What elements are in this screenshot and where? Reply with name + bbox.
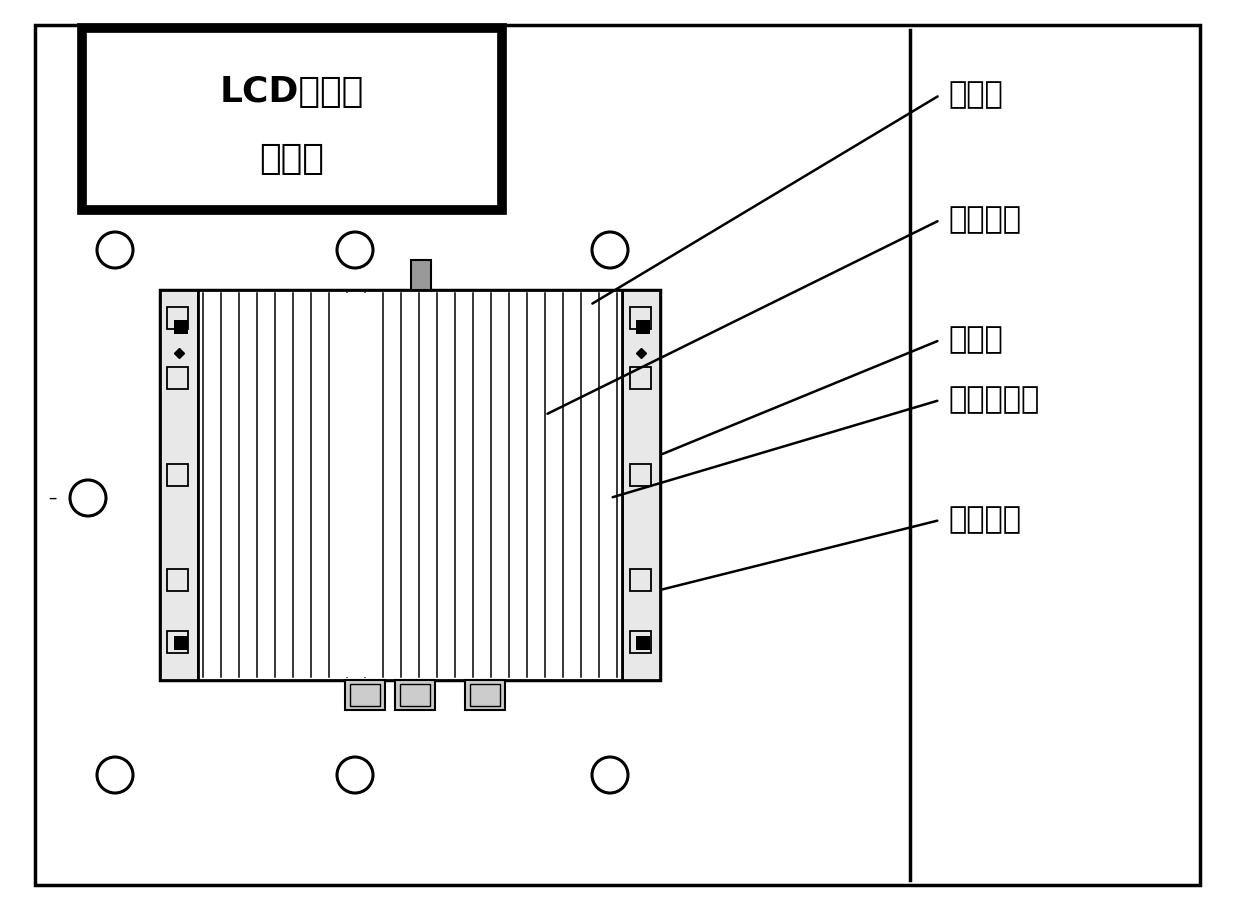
Bar (174, 636, 188, 650)
Bar (470, 684, 500, 706)
Text: 金属板: 金属板 (949, 80, 1003, 109)
Bar (636, 320, 650, 334)
Bar (167, 464, 188, 486)
Bar (396, 680, 435, 710)
Text: LCD微电脑: LCD微电脑 (219, 75, 365, 108)
Bar (345, 680, 384, 710)
Bar (167, 631, 188, 653)
Bar (630, 464, 651, 486)
Bar (167, 307, 188, 329)
Bar (160, 290, 660, 680)
Text: 可控屏: 可控屏 (259, 142, 325, 176)
Text: –: – (48, 489, 56, 507)
Bar (198, 290, 622, 680)
Bar (174, 320, 188, 334)
Bar (636, 636, 650, 650)
Bar (350, 684, 379, 706)
Bar (630, 569, 651, 591)
Bar (167, 367, 188, 389)
Text: 微传感器: 微传感器 (949, 206, 1021, 234)
Text: 工控机: 工控机 (949, 325, 1003, 354)
Bar (82, 28, 502, 210)
Bar (630, 307, 651, 329)
Bar (343, 293, 371, 677)
Bar (401, 684, 430, 706)
Bar (410, 260, 432, 290)
Bar (630, 367, 651, 389)
Bar (465, 680, 505, 710)
Text: 工控机支架: 工控机支架 (949, 385, 1039, 415)
Bar (160, 290, 198, 680)
Bar (622, 290, 660, 680)
Text: 通透螺孔: 通透螺孔 (949, 506, 1021, 535)
Bar (630, 631, 651, 653)
Bar (167, 569, 188, 591)
